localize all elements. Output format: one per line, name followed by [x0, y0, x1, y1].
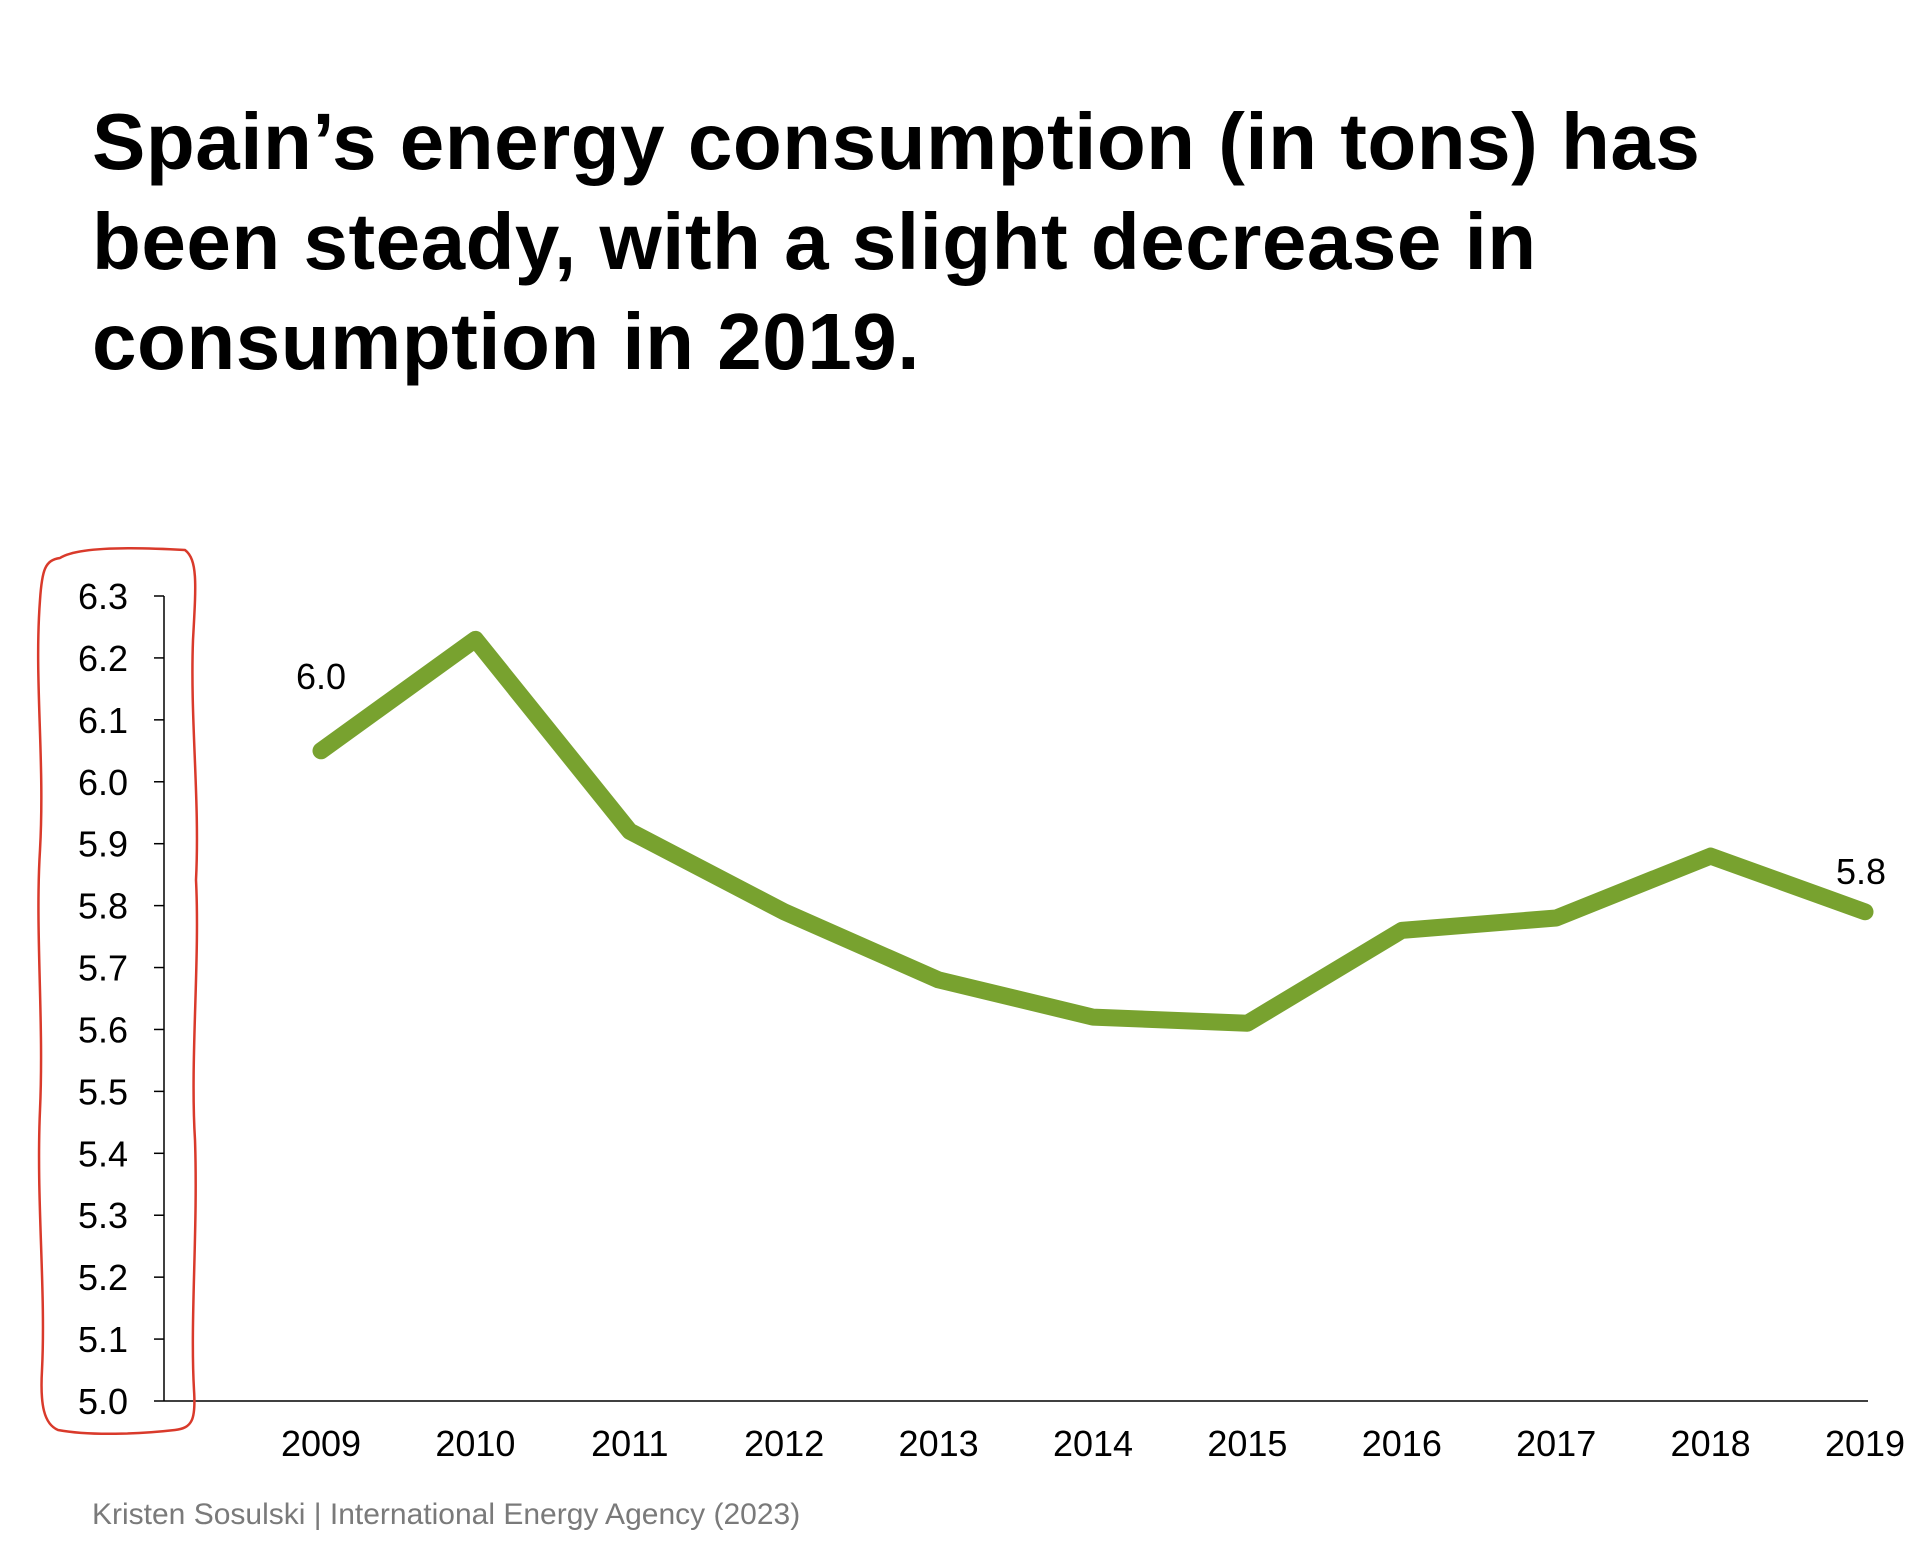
x-axis: 2009 2010 2011 2012 2013 2014 2015 2016 2017 2018…: [164, 1400, 1905, 1464]
y-tick-label: 5.1: [78, 1319, 128, 1360]
x-tick-label: 2015: [1207, 1423, 1287, 1464]
y-tick-label: 5.6: [78, 1009, 128, 1050]
x-tick-label: 2014: [1053, 1423, 1133, 1464]
y-axis-highlight-annotation: [36, 546, 199, 1436]
y-axis: 5.0 5.1 5.2 5.3 5.4 5.5 5.6 5.7 5.8 5.9 6.0 6.1 6.2 6…: [78, 576, 165, 1422]
y-tick-label: 5.5: [78, 1071, 128, 1112]
x-tick-label: 2012: [744, 1423, 824, 1464]
data-labels: 6.0 5.8: [296, 656, 1886, 892]
data-label-2019: 5.8: [1836, 851, 1886, 892]
y-tick-label: 5.2: [78, 1257, 128, 1298]
x-tick-label: 2018: [1671, 1423, 1751, 1464]
chart-title: Spain’s energy consumption (in tons) has…: [92, 97, 1701, 386]
source-note: Kristen Sosulski | International Energy …: [92, 1498, 801, 1531]
series-line-energy-consumption: [312, 630, 1874, 1032]
y-tick-label: 5.9: [78, 824, 128, 865]
x-tick-label: 2010: [435, 1423, 515, 1464]
x-tick-label: 2019: [1825, 1423, 1905, 1464]
x-tick-label: 2011: [591, 1423, 668, 1464]
y-tick-label: 6.2: [78, 638, 128, 679]
x-tick-label: 2009: [281, 1423, 361, 1464]
y-tick-label: 6.3: [78, 576, 128, 617]
x-tick-label: 2017: [1516, 1423, 1596, 1464]
series: [312, 630, 1874, 1032]
y-tick-label: 6.1: [78, 700, 128, 741]
x-tick-label: 2013: [899, 1423, 979, 1464]
x-tick-label: 2016: [1362, 1423, 1442, 1464]
y-tick-label: 5.0: [78, 1381, 128, 1422]
y-tick-label: 5.7: [78, 948, 128, 989]
y-tick-label: 5.8: [78, 886, 128, 927]
y-tick-label: 5.3: [78, 1195, 128, 1236]
data-label-2009: 6.0: [296, 656, 346, 697]
y-tick-label: 5.4: [78, 1133, 128, 1174]
y-tick-label: 6.0: [78, 762, 128, 803]
